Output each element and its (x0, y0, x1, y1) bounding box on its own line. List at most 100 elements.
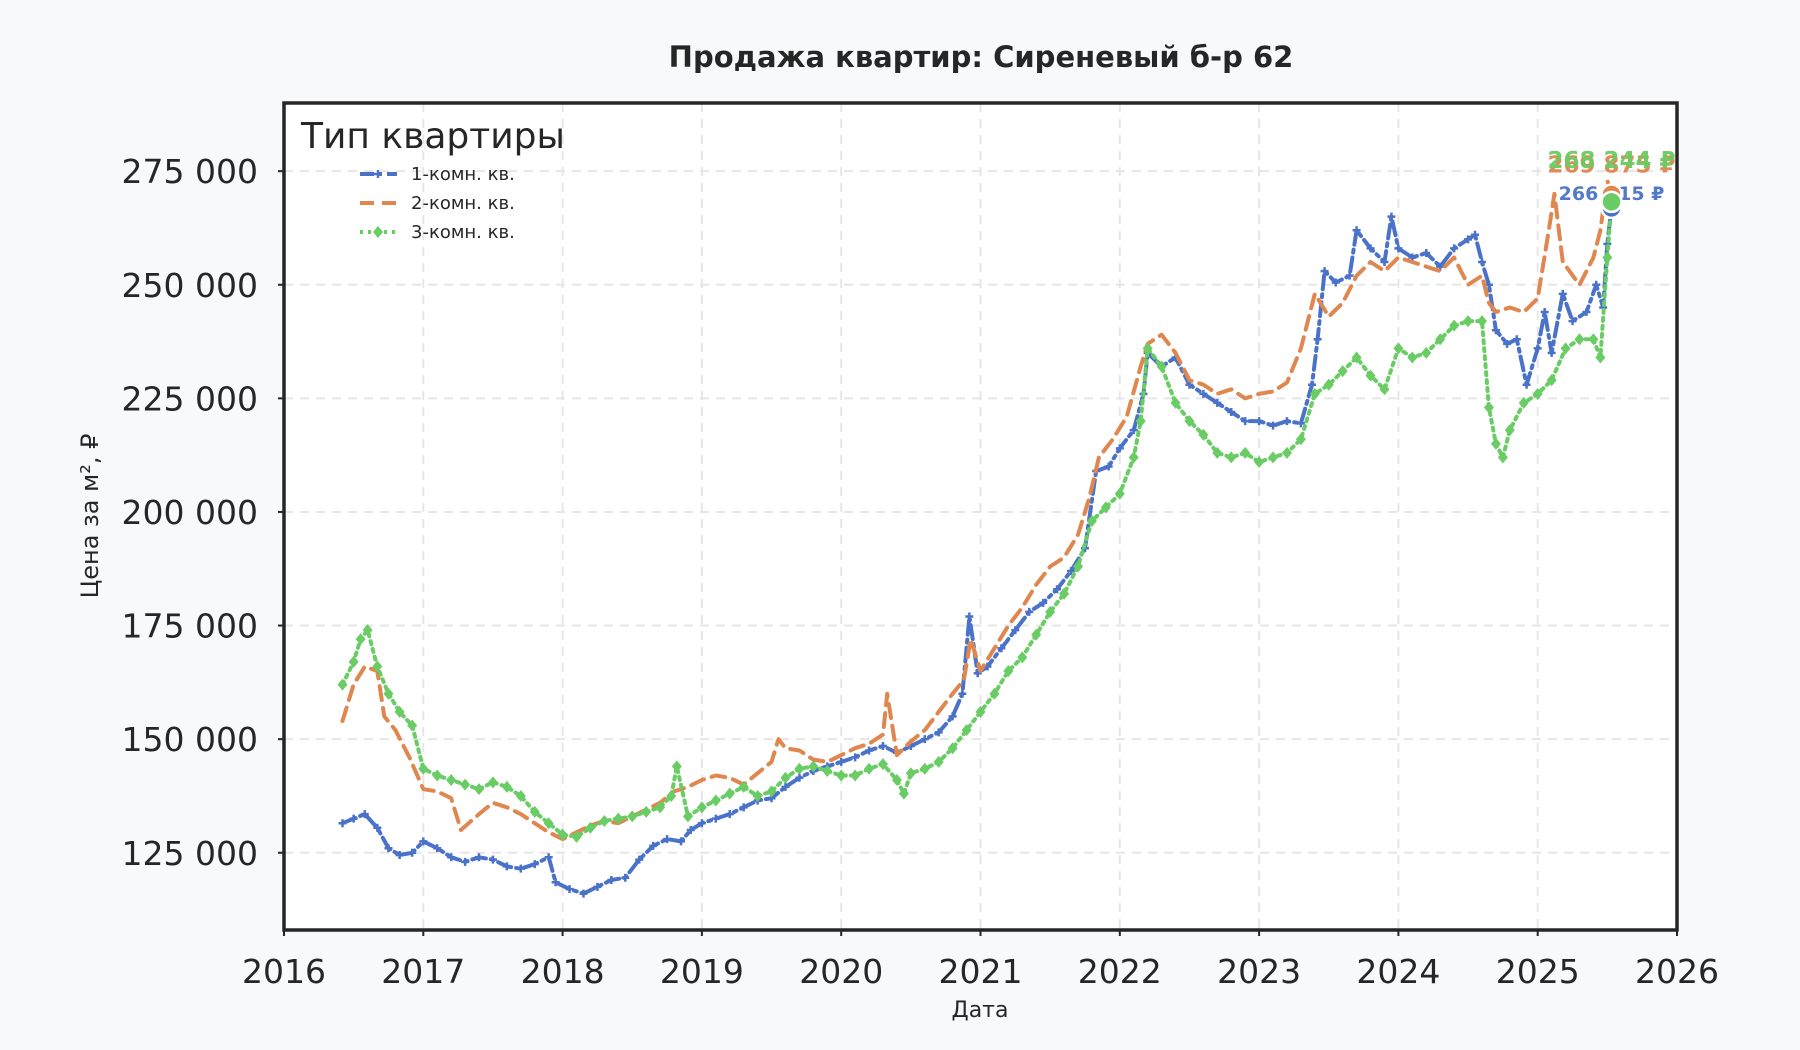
y-tick-label: 150 000 (122, 720, 258, 759)
data-point-marker (1313, 335, 1322, 344)
data-point-marker (1435, 333, 1446, 346)
data-point-marker (374, 170, 382, 178)
data-point-marker (1240, 446, 1251, 459)
data-point-marker (408, 848, 417, 857)
data-point-marker (1422, 248, 1431, 257)
y-tick-label: 175 000 (122, 607, 258, 646)
data-point-marker (710, 794, 721, 807)
data-point-marker (384, 844, 393, 853)
data-point-marker (571, 830, 582, 843)
data-point-marker (1017, 651, 1028, 664)
data-point-marker (1129, 426, 1138, 435)
data-point-marker (1449, 319, 1460, 332)
data-point-marker (1114, 487, 1125, 500)
data-point-marker (1226, 451, 1237, 464)
data-point-marker (627, 810, 638, 823)
data-point-marker (355, 633, 366, 646)
data-point-marker (1491, 326, 1500, 335)
data-point-marker (461, 857, 470, 866)
data-point-marker (394, 705, 405, 718)
data-point-marker (663, 835, 672, 844)
data-point-marker (348, 655, 359, 668)
data-point-marker (1560, 342, 1571, 355)
data-point-marker (362, 624, 373, 637)
data-point-marker (725, 810, 734, 819)
data-point-marker (1450, 244, 1459, 253)
data-point-marker (1003, 664, 1014, 677)
data-point-marker (1476, 315, 1487, 328)
data-point-marker (460, 778, 471, 791)
data-point-marker (1483, 401, 1494, 414)
data-point-marker (579, 889, 588, 898)
data-point-marker (1269, 421, 1278, 430)
data-point-marker (1199, 389, 1208, 398)
data-point-marker (851, 753, 860, 762)
data-point-marker (958, 689, 967, 698)
data-point-marker (487, 776, 498, 789)
data-point-marker (1170, 396, 1181, 409)
data-point-marker (1568, 317, 1577, 326)
data-point-marker (1142, 342, 1153, 355)
legend-item-1: 1-комн. кв. (360, 164, 515, 185)
data-point-marker (383, 687, 394, 700)
series-line (340, 178, 1614, 842)
data-point-marker (1227, 407, 1236, 416)
x-axis-label: Дата (952, 998, 1009, 1023)
data-point-marker (822, 764, 833, 777)
data-point-marker (1558, 289, 1567, 298)
data-point-marker (1241, 417, 1250, 426)
data-point-marker (1532, 387, 1543, 400)
legend-item-2: 2-комн. кв. (360, 193, 515, 214)
data-point-marker (1128, 451, 1139, 464)
data-point-marker (781, 782, 790, 791)
data-point-marker (1156, 360, 1167, 373)
data-point-marker (1352, 226, 1361, 235)
data-point-marker (1394, 244, 1403, 253)
data-point-marker (850, 769, 861, 782)
data-point-marker (1067, 567, 1076, 576)
data-point-marker (1198, 428, 1209, 441)
data-point-marker (1254, 455, 1265, 468)
endpoint-label: 268 244 ₽ (1548, 148, 1676, 174)
data-point-marker (1100, 501, 1111, 514)
data-point-marker (1184, 415, 1195, 428)
x-tick-label: 2022 (1078, 952, 1162, 991)
y-tick-label: 200 000 (122, 493, 258, 532)
legend-label: 2-комн. кв. (411, 193, 515, 214)
data-point-marker (877, 758, 888, 771)
data-point-marker (338, 819, 347, 828)
data-point-marker (1323, 378, 1334, 391)
data-point-marker (516, 864, 525, 873)
data-point-marker (1025, 607, 1034, 616)
data-point-marker (565, 885, 574, 894)
data-point-marker (961, 724, 972, 737)
data-point-marker (1011, 626, 1020, 635)
data-point-marker (1059, 587, 1070, 600)
x-tick-label: 2021 (939, 952, 1023, 991)
data-point-marker (1308, 380, 1317, 389)
data-point-marker (474, 783, 485, 796)
data-point-marker (905, 767, 916, 780)
y-tick-label: 225 000 (122, 379, 258, 418)
data-point-marker (1380, 258, 1389, 267)
data-point-marker (530, 860, 539, 869)
data-point-marker (551, 878, 560, 887)
data-point-marker (557, 828, 568, 841)
data-point-marker (501, 780, 512, 793)
data-point-marker (1592, 280, 1601, 289)
data-point-marker (920, 735, 929, 744)
y-tick-label: 275 000 (122, 152, 258, 191)
data-point-marker (1582, 308, 1591, 317)
data-point-marker (837, 757, 846, 766)
x-tick-label: 2018 (521, 952, 605, 991)
data-point-marker (891, 774, 902, 787)
data-point-marker (1471, 230, 1480, 239)
data-point-marker (446, 774, 457, 787)
data-point-marker (337, 678, 348, 691)
data-point-marker (1595, 351, 1606, 364)
data-point-marker (635, 855, 644, 864)
data-point-marker (475, 853, 484, 862)
data-point-marker (1512, 335, 1521, 344)
data-point-marker (948, 712, 957, 721)
data-point-marker (1546, 374, 1557, 387)
